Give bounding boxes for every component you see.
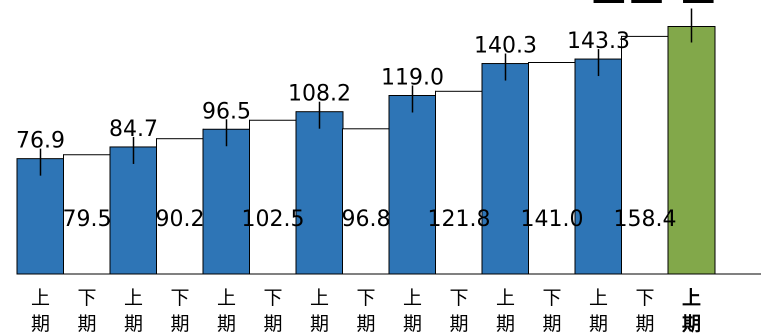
tick-top-3: 下 — [170, 287, 189, 309]
tick-top-6: 上 — [310, 287, 329, 309]
tick-bottom-8: 期 — [403, 313, 422, 334]
bar-8 — [388, 95, 437, 275]
tick-bottom-11: 期 — [542, 313, 561, 334]
tick-bottom-0: 期 — [31, 313, 50, 334]
bar-1 — [63, 154, 111, 275]
value-label-10: 140.3 — [474, 34, 537, 59]
tick-bottom-12: 期 — [589, 313, 608, 334]
tick-top-4: 上 — [217, 287, 236, 309]
tick-bottom-14: 期 — [682, 313, 701, 334]
tick-bottom-2: 期 — [124, 313, 143, 334]
tick-top-12: 上 — [589, 287, 608, 309]
bar-9 — [435, 90, 483, 275]
bar-10 — [481, 63, 530, 275]
value-label-2: 84.7 — [109, 117, 158, 142]
tick-top-13: 下 — [635, 287, 654, 309]
tick-bottom-4: 期 — [217, 313, 236, 334]
tick-bottom-3: 期 — [170, 313, 189, 334]
tick-top-8: 上 — [403, 287, 422, 309]
bar-14 — [667, 26, 716, 275]
tick-bottom-1: 期 — [77, 313, 96, 334]
tick-bottom-10: 期 — [496, 313, 515, 334]
tick-top-7: 下 — [356, 287, 375, 309]
connector-lines — [63, 26, 669, 156]
bar-4 — [202, 128, 251, 275]
value-label-6: 108.2 — [288, 82, 351, 107]
tick-bottom-13: 期 — [635, 313, 654, 334]
bars-group — [16, 26, 716, 275]
bar-12 — [574, 58, 623, 275]
tick-top-5: 下 — [263, 287, 282, 309]
value-label-5: 102.5 — [242, 207, 305, 232]
tick-bottom-7: 期 — [356, 313, 375, 334]
tick-top-9: 下 — [449, 287, 468, 309]
tick-top-2: 上 — [124, 287, 143, 309]
bar-2 — [109, 146, 158, 275]
bar-11 — [528, 62, 576, 275]
cropped-heading-text: ▬▬ ▬ — [590, 0, 717, 16]
value-label-8: 119.0 — [381, 66, 444, 91]
value-label-12: 143.3 — [567, 29, 630, 54]
tick-bottom-9: 期 — [449, 313, 468, 334]
tick-top-10: 上 — [496, 287, 515, 309]
tick-top-1: 下 — [77, 287, 96, 309]
tick-top-14: 上 — [682, 287, 701, 309]
bar-5 — [249, 119, 297, 275]
bar-0 — [16, 158, 65, 275]
value-label-3: 90.2 — [156, 207, 205, 232]
value-label-13: 158.4 — [614, 207, 677, 232]
bar-3 — [156, 138, 204, 275]
value-labels: 76.9 79.5 84.7 90.2 96.5 102.5 108.2 96.8 119.0 1… — [16, 8, 693, 232]
tick-top-0: 上 — [31, 287, 50, 309]
bar-13 — [621, 35, 669, 275]
value-label-7: 96.8 — [342, 207, 391, 232]
bar-7 — [342, 128, 390, 275]
tick-top-11: 下 — [542, 287, 561, 309]
bar-6 — [295, 111, 344, 275]
value-label-4: 96.5 — [202, 99, 251, 124]
value-label-1: 79.5 — [63, 207, 112, 232]
value-label-0: 76.9 — [16, 129, 65, 154]
value-label-11: 141.0 — [521, 207, 584, 232]
tick-bottom-6: 期 — [310, 313, 329, 334]
value-label-9: 121.8 — [428, 207, 491, 232]
tick-bottom-5: 期 — [263, 313, 282, 334]
